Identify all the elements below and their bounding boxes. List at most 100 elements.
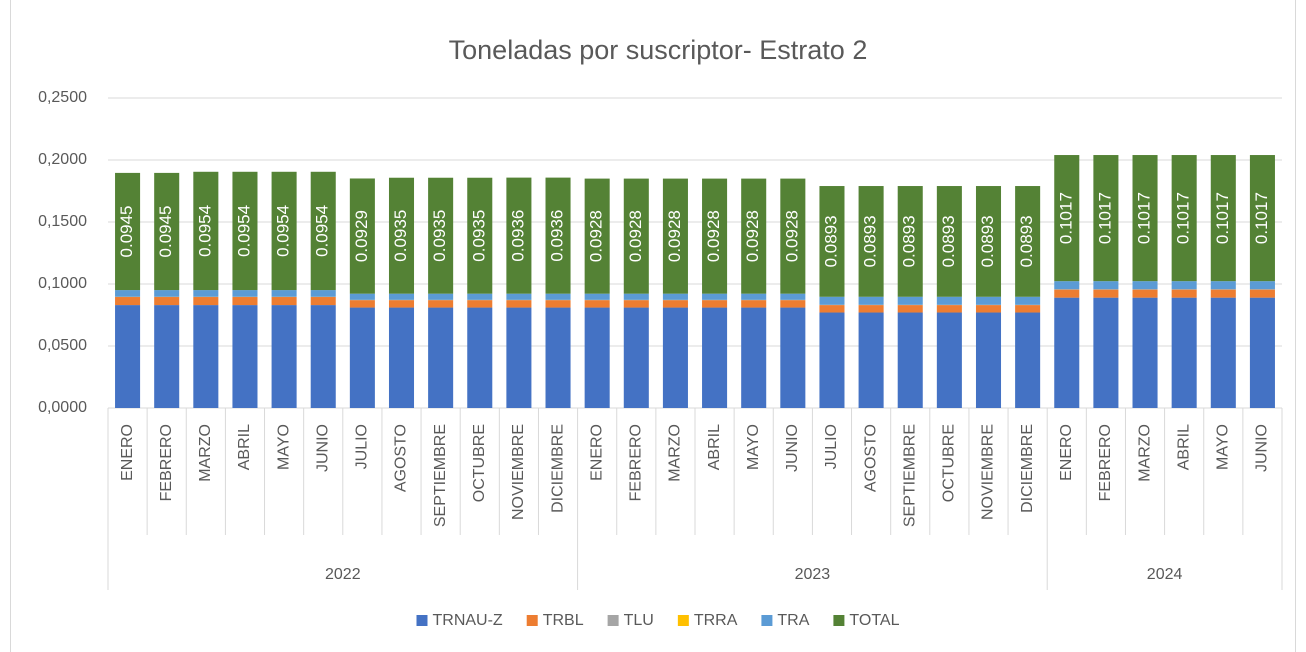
legend-swatch xyxy=(526,615,538,626)
bar-segment xyxy=(1132,155,1158,282)
bar-segment xyxy=(623,307,649,408)
bar-segment xyxy=(1093,289,1119,298)
data-label: 0.0935 xyxy=(469,210,488,262)
bar-segment xyxy=(271,297,297,306)
bar-segment xyxy=(1210,155,1236,282)
bar-segment xyxy=(975,305,1002,313)
bar-segment xyxy=(232,290,258,297)
data-label: 0.0945 xyxy=(117,205,136,257)
bar-segment xyxy=(1210,297,1236,408)
bar-segment xyxy=(388,300,415,308)
data-label: 0.0893 xyxy=(821,215,840,267)
bar-segment xyxy=(975,312,1002,408)
x-tick-label: ENERO xyxy=(1058,424,1075,481)
bar-segment xyxy=(193,297,219,306)
bar-segment xyxy=(897,186,923,297)
bar-segment xyxy=(662,293,688,300)
legend-swatch xyxy=(416,615,428,626)
bar-segment xyxy=(467,177,493,294)
x-tick-label: FEBRERO xyxy=(1097,424,1114,501)
bar-segment xyxy=(232,297,258,306)
bar-segment xyxy=(897,305,923,313)
bar-segment xyxy=(388,293,415,300)
bar-segment xyxy=(271,305,297,408)
x-tick-label: SEPTIEMBRE xyxy=(901,424,918,527)
legend-label: TLU xyxy=(624,612,654,629)
legend-swatch xyxy=(833,615,845,626)
bar-segment xyxy=(1054,155,1080,282)
bar-segment xyxy=(428,177,454,294)
bar-segment xyxy=(858,305,884,313)
bar-segment xyxy=(428,293,454,300)
data-label: 0.0936 xyxy=(548,210,567,262)
bar-segment xyxy=(897,296,923,305)
bar-segment xyxy=(741,307,767,408)
bar-segment xyxy=(858,186,884,297)
x-tick-label: JULIO xyxy=(823,424,840,469)
data-label: 0.0935 xyxy=(430,210,449,262)
y-tick-label: 0,0500 xyxy=(38,337,87,354)
x-tick-label: MARZO xyxy=(667,424,684,482)
bar-segment xyxy=(115,290,141,297)
y-tick-label: 0,2500 xyxy=(38,89,87,106)
data-label: 0.1017 xyxy=(1174,192,1193,244)
data-label: 0.0954 xyxy=(313,205,332,257)
bar-segment xyxy=(1171,297,1197,408)
bar-segment xyxy=(467,300,493,308)
bar-segment xyxy=(936,305,962,313)
bar-segment xyxy=(623,300,649,308)
x-tick-label: MARZO xyxy=(197,424,214,482)
y-tick-label: 0,0000 xyxy=(38,399,87,416)
data-label: 0.0928 xyxy=(743,210,762,262)
bar-segment xyxy=(428,307,454,408)
bar-segment xyxy=(154,305,180,408)
x-tick-label: FEBRERO xyxy=(158,424,175,501)
x-tick-label: MAYO xyxy=(745,424,762,470)
bar-segment xyxy=(115,297,141,306)
data-label: 0.0893 xyxy=(939,215,958,267)
bar-segment xyxy=(349,307,375,408)
data-label: 0.0936 xyxy=(508,210,527,262)
bar-segment xyxy=(506,293,532,300)
bar-segment xyxy=(780,293,806,300)
x-tick-label: ABRIL xyxy=(706,424,723,470)
data-label: 0.1017 xyxy=(1056,192,1075,244)
bar-segment xyxy=(349,178,375,294)
bar-segment xyxy=(545,177,571,294)
bar-segment xyxy=(584,293,610,300)
legend-label: TRRA xyxy=(694,612,738,629)
data-label: 0.0893 xyxy=(900,215,919,267)
bar-segment xyxy=(662,178,688,294)
data-label: 0.0928 xyxy=(704,210,723,262)
bar-segment xyxy=(819,312,845,408)
data-label: 0.0928 xyxy=(626,210,645,262)
chart-frame xyxy=(10,0,1296,652)
bar-segment xyxy=(702,178,728,294)
bar-segment xyxy=(1171,289,1197,298)
x-tick-label: ENERO xyxy=(119,424,136,481)
x-tick-label: OCTUBRE xyxy=(941,424,958,502)
x-tick-label: SEPTIEMBRE xyxy=(432,424,449,527)
x-tick-label: MAYO xyxy=(275,424,292,470)
x-tick-label: OCTUBRE xyxy=(471,424,488,502)
bar-segment xyxy=(584,178,610,294)
bar-segment xyxy=(975,296,1002,305)
bar-segment xyxy=(741,293,767,300)
bar-segment xyxy=(1132,297,1158,408)
bar-segment xyxy=(1171,155,1197,282)
y-tick-label: 0,2000 xyxy=(38,151,87,168)
bar-segment xyxy=(858,312,884,408)
data-label: 0.1017 xyxy=(1135,192,1154,244)
data-label: 0.1017 xyxy=(1213,192,1232,244)
bar-segment xyxy=(662,307,688,408)
bar-segment xyxy=(1093,281,1119,290)
x-tick-label: DICIEMBRE xyxy=(1019,424,1036,513)
bar-segment xyxy=(193,305,219,408)
legend-label: TRNAU-Z xyxy=(432,612,502,629)
bar-segment xyxy=(1015,305,1041,313)
bar-segment xyxy=(662,300,688,308)
chart-title: Toneladas por suscriptor- Estrato 2 xyxy=(449,35,868,65)
bar-segment xyxy=(623,293,649,300)
y-tick-label: 0,1000 xyxy=(38,275,87,292)
